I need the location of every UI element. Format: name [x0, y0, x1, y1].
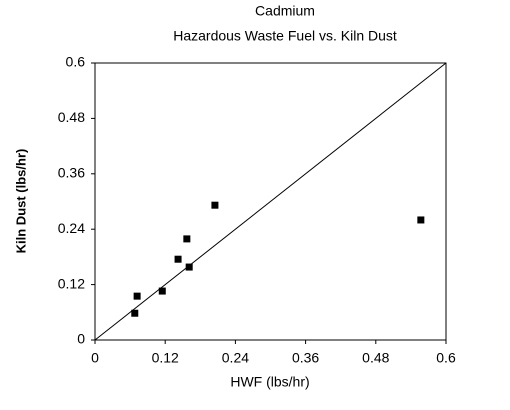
y-tick-label: 0.24: [58, 220, 85, 236]
y-tick-label: 0.12: [58, 275, 85, 291]
point: [158, 287, 166, 295]
point: [133, 292, 141, 300]
x-tick-label: 0: [91, 350, 99, 366]
y-axis-label: Kiln Dust (lbs/hr): [13, 149, 28, 254]
x-tick-label: 0.6: [436, 350, 456, 366]
x-axis-label: HWF (lbs/hr): [230, 374, 309, 390]
point: [417, 216, 425, 224]
point: [131, 309, 139, 317]
point: [185, 263, 193, 271]
point: [183, 235, 191, 243]
point: [211, 201, 219, 209]
x-tick-label: 0.48: [362, 350, 389, 366]
x-tick-label: 0.12: [152, 350, 179, 366]
y-tick-label: 0.6: [66, 54, 86, 70]
y-tick-label: 0: [77, 331, 85, 347]
plot-frame: [94, 62, 447, 341]
chart-title: Cadmium: [255, 3, 315, 19]
point: [174, 255, 182, 263]
y-tick-label: 0.36: [58, 165, 85, 181]
x-tick-label: 0.36: [292, 350, 319, 366]
chart-subtitle: Hazardous Waste Fuel vs. Kiln Dust: [173, 28, 397, 44]
y-tick-label: 0.48: [58, 109, 85, 125]
reference-line: [94, 62, 447, 341]
x-tick-label: 0.24: [222, 350, 249, 366]
